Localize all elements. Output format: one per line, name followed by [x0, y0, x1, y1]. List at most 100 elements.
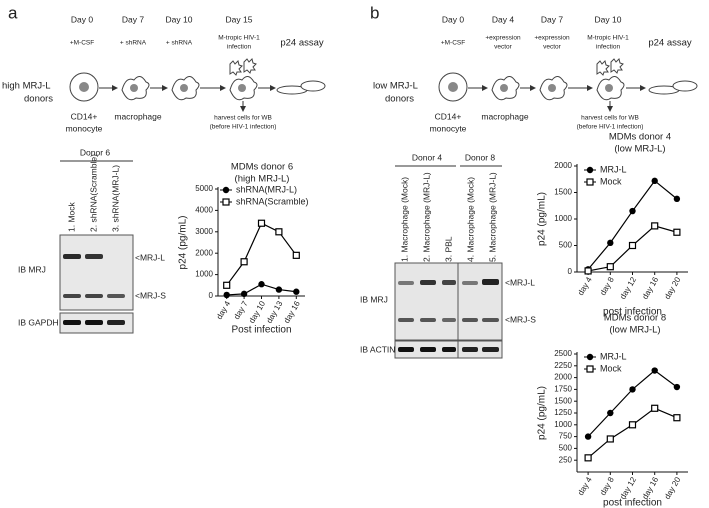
- y-tick-label: 2500: [554, 349, 572, 358]
- legend-marker: [222, 186, 230, 194]
- day: Day 15: [226, 14, 253, 24]
- chart-subtitle: (low MRJ-L): [614, 144, 665, 155]
- treatment: +M-CSF: [441, 40, 465, 47]
- y-tick-label: 1500: [554, 188, 572, 197]
- cell-label: CD14+: [71, 111, 98, 121]
- treatment: vector: [494, 44, 513, 51]
- point: [293, 288, 300, 295]
- treatment: vector: [543, 44, 562, 51]
- point: [673, 228, 681, 236]
- y-tick-label: 500: [559, 444, 573, 453]
- y-tick-label: 1000: [195, 270, 213, 279]
- legend-label: shRNA(MRJ-L): [236, 184, 297, 194]
- point: [651, 177, 658, 185]
- x-tick-label: day 16: [282, 299, 302, 325]
- legend-label: MRJ-L: [600, 164, 627, 174]
- legend-label: Mock: [600, 363, 622, 373]
- lane-label: 5. Macrophage (MRJ-L): [487, 172, 497, 262]
- x-tick-label: day 20: [663, 275, 683, 301]
- schematic-b: b Day 0 Day 4 Day 7 Day 10 +M-CSF +expre…: [370, 3, 698, 133]
- blot-a: Donor 6 1. Mock 2. shRNA(Scramble) 3. sh…: [18, 147, 166, 334]
- donor-label: Donor 8: [465, 152, 496, 162]
- x-tick-label: day 20: [663, 475, 683, 501]
- cell-label: monocyte: [430, 123, 467, 133]
- lane-label: 1. Mock: [66, 201, 76, 232]
- cell-label: macrophage: [481, 111, 529, 121]
- x-axis-label: Post infection: [231, 325, 291, 336]
- point: [584, 267, 592, 275]
- blot-b: Donor 4 Donor 8 1. Macrophage (Mock) 2. …: [360, 152, 536, 359]
- y-tick-label: 250: [559, 455, 573, 464]
- point: [223, 281, 231, 289]
- day: Day 0: [442, 14, 464, 24]
- x-tick-label: day 7: [232, 299, 250, 321]
- legend-label: MRJ-L: [600, 351, 627, 361]
- point: [275, 286, 283, 293]
- legend-marker: [222, 198, 230, 206]
- x-tick-label: day 8: [598, 475, 616, 497]
- legend-marker: [586, 166, 594, 174]
- panel-label: b: [370, 3, 379, 22]
- legend-marker: [586, 178, 594, 186]
- lane-label: 4. Macrophage (Mock): [465, 177, 475, 262]
- point: [584, 433, 592, 440]
- y-tick-label: 2250: [554, 361, 572, 370]
- x-tick-label: day 4: [215, 299, 233, 321]
- lane-label: 2. shRNA(Scramble): [88, 154, 98, 232]
- y-tick-label: 2000: [195, 248, 213, 257]
- treatment: +M-CSF: [70, 40, 94, 47]
- point: [651, 404, 659, 412]
- series-line: [587, 407, 678, 459]
- y-tick-label: 3000: [195, 227, 213, 236]
- point: [240, 258, 248, 266]
- chart-subtitle: (high MRJ-L): [235, 174, 290, 185]
- legend-marker: [586, 353, 594, 361]
- harvest-note: harvest cells for WB: [214, 115, 272, 122]
- donor-group: donors: [385, 94, 414, 105]
- cell-label: macrophage: [114, 111, 162, 121]
- point: [607, 409, 614, 417]
- treatment: M-tropic HIV-1: [218, 35, 260, 42]
- lane-label: 3. PBL: [443, 236, 453, 262]
- point: [606, 435, 614, 443]
- y-tick-label: 1750: [554, 385, 572, 394]
- y-tick-label: 0: [209, 291, 214, 300]
- assay: p24 assay: [648, 38, 692, 49]
- treatment: + shRNA: [166, 40, 193, 47]
- y-tick-label: 4000: [195, 206, 213, 215]
- point: [629, 207, 636, 215]
- assay: p24 assay: [280, 38, 324, 49]
- point: [628, 241, 637, 250]
- point: [673, 383, 681, 391]
- day: Day 7: [541, 14, 563, 24]
- treatment: M-tropic HIV-1: [587, 35, 629, 42]
- point: [292, 251, 300, 259]
- ib-label: IB MRJ: [360, 294, 388, 304]
- y-tick-label: 500: [559, 241, 573, 250]
- lane-label: 1. Macrophage (Mock): [399, 177, 409, 262]
- ib-label: IB MRJ: [18, 264, 46, 274]
- y-tick-label: 5000: [195, 184, 213, 193]
- y-tick-label: 1000: [554, 214, 572, 223]
- point: [584, 454, 592, 462]
- y-tick-label: 2000: [554, 373, 572, 382]
- series-line: [587, 179, 678, 270]
- series-line: [226, 222, 297, 286]
- x-axis-label: post infection: [603, 498, 662, 508]
- ib-label: IB GAPDH: [18, 317, 59, 327]
- legend-label: shRNA(Scramble): [236, 196, 309, 206]
- harvest-note: (before HIV-1 infection): [210, 124, 277, 131]
- x-tick-label: day 8: [598, 275, 616, 297]
- cell-label: CD14+: [435, 111, 462, 121]
- point: [240, 290, 248, 298]
- treatment: + shRNA: [120, 40, 147, 47]
- point: [673, 195, 681, 203]
- y-tick-label: 2000: [554, 161, 572, 170]
- point: [257, 219, 266, 227]
- point: [628, 421, 637, 429]
- day: Day 0: [71, 14, 93, 24]
- treatment: +expression: [485, 35, 521, 42]
- donor-label: Donor 6: [80, 147, 111, 157]
- point: [223, 291, 230, 299]
